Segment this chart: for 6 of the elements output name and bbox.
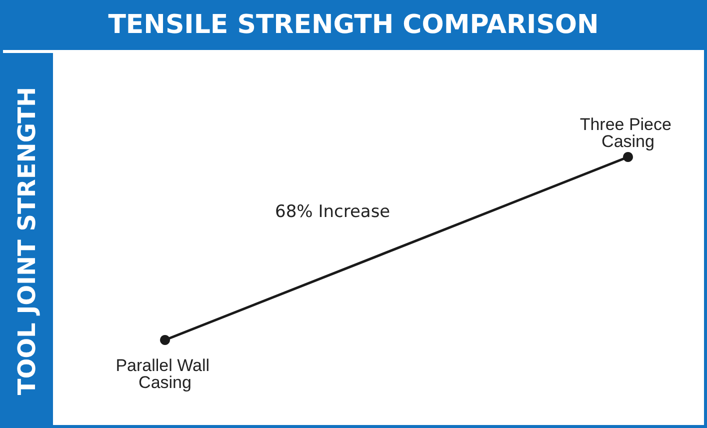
side-panel: TOOL JOINT STRENGTH — [0, 53, 53, 428]
y-axis-title: TOOL JOINT STRENGTH — [12, 86, 40, 395]
annotation: 68% Increase — [275, 202, 390, 222]
x-tick-label: Parallel Wall Casing — [116, 356, 214, 392]
header-panel: TENSILE STRENGTH COMPARISON — [0, 0, 707, 50]
x-tick-label: Three Piece Casing — [580, 115, 676, 151]
